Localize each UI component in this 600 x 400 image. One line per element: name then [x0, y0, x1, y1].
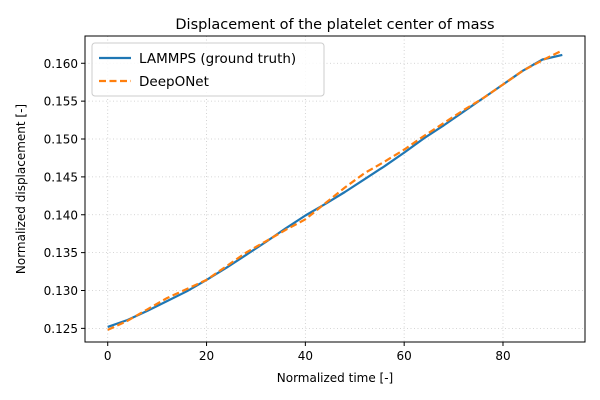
y-tick-label: 0.130 — [44, 284, 78, 298]
plot-area — [84, 35, 586, 343]
y-tick-label: 0.125 — [44, 322, 78, 336]
legend-label-lammps: LAMMPS (ground truth) — [139, 51, 296, 67]
x-tick-label: 20 — [199, 349, 214, 363]
x-axis-label: Normalized time [-] — [277, 371, 393, 385]
legend-label-deeponet: DeepONet — [139, 74, 209, 90]
y-tick-label: 0.150 — [44, 133, 78, 147]
y-tick-label: 0.145 — [44, 170, 78, 184]
legend: LAMMPS (ground truth) DeepONet — [91, 42, 325, 97]
grid-lines — [85, 36, 585, 342]
y-tick-label: 0.135 — [44, 246, 78, 260]
x-tick-label: 80 — [495, 349, 510, 363]
y-axis-label: Normalized displacement [-] — [14, 104, 28, 274]
series-line-deeponet — [107, 49, 563, 331]
x-tick-label: 0 — [104, 349, 112, 363]
series-lines — [107, 49, 563, 331]
x-tick-label: 40 — [298, 349, 313, 363]
x-axis: 0 20 40 60 80 — [104, 342, 511, 363]
y-tick-label: 0.155 — [44, 95, 78, 109]
x-tick-label: 60 — [397, 349, 412, 363]
chart-title: Displacement of the platelet center of m… — [175, 17, 494, 33]
y-tick-label: 0.140 — [44, 208, 78, 222]
y-axis: 0.125 0.130 0.135 0.140 0.145 0.150 0.155 0.160 — [44, 57, 85, 336]
plot-frame — [84, 35, 586, 343]
y-tick-label: 0.160 — [44, 57, 78, 71]
legend-box — [91, 42, 325, 97]
